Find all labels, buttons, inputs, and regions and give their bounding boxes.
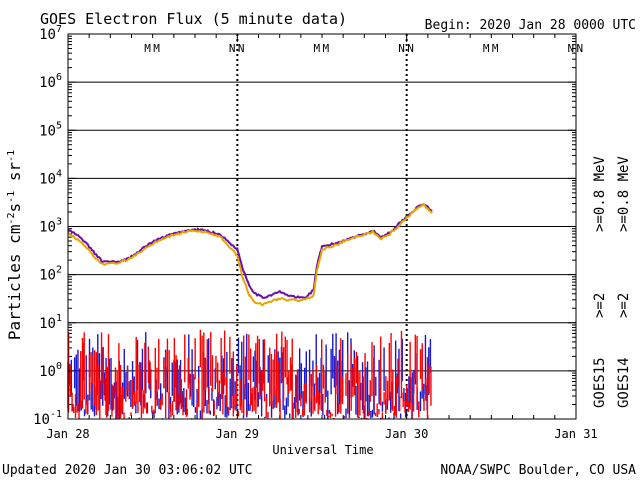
legend-entry: GOES14 — [616, 357, 632, 408]
begin-label: Begin: 2020 Jan 28 0000 UTC — [425, 18, 636, 33]
y-tick-label: 105 — [39, 120, 62, 139]
noon-marker: N — [398, 42, 405, 55]
flux-line-goes14-08mev — [67, 202, 433, 307]
y-tick-label: 107 — [39, 24, 62, 43]
y-tick-label: 106 — [39, 72, 62, 91]
legend-entry: >=2 — [592, 293, 608, 318]
legend-entry: >=0.8 MeV — [592, 156, 608, 232]
line-layer — [67, 202, 433, 307]
noon-marker: N — [407, 42, 414, 55]
legend-entry: >=2 — [616, 293, 632, 318]
y-tick-label: 101 — [39, 313, 62, 332]
x-tick-label: Jan 28 — [46, 427, 89, 441]
midnight-marker: M — [483, 42, 490, 55]
midnight-marker: M — [144, 42, 151, 55]
noon-marker: N — [238, 42, 245, 55]
y-tick-label: 102 — [39, 265, 62, 284]
y-tick-labels: 10-1 100 101 102 103 104 105 106 107 — [33, 24, 576, 428]
source-credit: NOAA/SWPC Boulder, CO USA — [440, 463, 636, 478]
bar-layer — [67, 329, 432, 419]
midnight-marker: M — [314, 42, 321, 55]
midnight-marker: M — [153, 42, 160, 55]
x-axis-label: Universal Time — [272, 443, 373, 457]
midnight-marker: M — [323, 42, 330, 55]
noon-marker: N — [229, 42, 236, 55]
y-tick-label: 100 — [39, 361, 62, 380]
y-tick-label: 10-1 — [33, 409, 62, 428]
x-tick-label: Jan 30 — [385, 427, 428, 441]
legend-entry: >=0.8 MeV — [616, 156, 632, 232]
noon-marker: N — [568, 42, 575, 55]
legend: GOES15 >=2 >=0.8 MeV GOES14 >=2 >=0.8 MeV — [592, 156, 632, 408]
x-tick-label: Jan 31 — [554, 427, 597, 441]
chart-title: GOES Electron Flux (5 minute data) — [40, 10, 347, 28]
flux-line-goes15-08mev — [68, 203, 433, 300]
legend-entry: GOES15 — [592, 357, 608, 408]
y-tick-label: 104 — [39, 168, 62, 187]
x-tick-labels: Jan 28 Jan 29 Jan 30 Jan 31 — [46, 427, 597, 441]
updated-timestamp: Updated 2020 Jan 30 03:06:02 UTC — [2, 463, 252, 478]
y-tick-label: 103 — [39, 217, 62, 236]
midnight-marker: M — [492, 42, 499, 55]
x-tick-label: Jan 29 — [216, 427, 259, 441]
y-axis-label: Particles cm-2s-1 sr-1 — [5, 150, 24, 340]
noon-marker: N — [577, 42, 584, 55]
